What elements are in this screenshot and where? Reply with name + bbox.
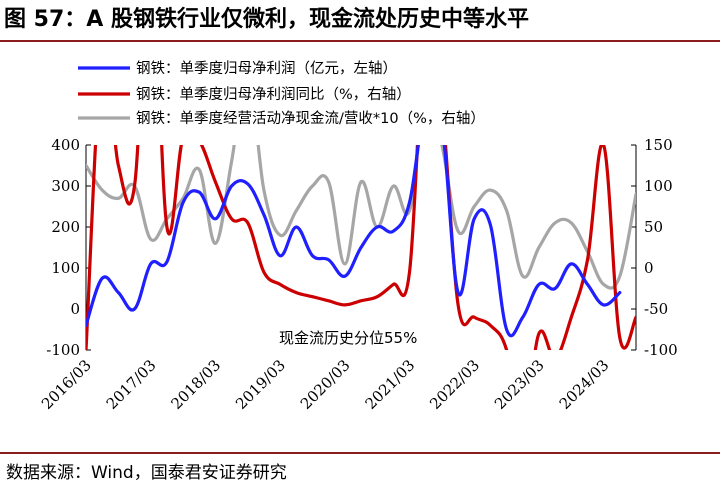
x-tick-label: 2022/03 <box>426 356 483 413</box>
right-tick-label: 0 <box>644 259 654 277</box>
left-tick-label: 0 <box>70 300 80 318</box>
line-chart: 4003002001000-100150100500-50-1002016/03… <box>38 60 678 413</box>
x-tick-label: 2019/03 <box>232 356 289 413</box>
chart-legend: 钢铁：单季度归母净利润（亿元，左轴） 钢铁：单季度归母净利润同比（%，右轴） 钢铁：… <box>78 60 485 127</box>
left-tick-label: -100 <box>46 341 80 359</box>
right-tick-label: 50 <box>644 218 663 236</box>
series-line-profit <box>86 145 622 338</box>
right-tick-label: -50 <box>644 300 668 318</box>
right-tick-label: 150 <box>644 136 673 154</box>
x-tick-label: 2016/03 <box>38 356 95 413</box>
left-tick-label: 400 <box>51 136 80 154</box>
source-note: 数据来源：Wind，国泰君安证券研究 <box>6 463 287 483</box>
series-layer <box>86 145 636 350</box>
x-tick-label: 2024/03 <box>556 356 613 413</box>
legend-item-profit-label: 钢铁：单季度归母净利润（亿元，左轴） <box>136 60 397 77</box>
title-rule <box>0 40 720 42</box>
left-tick-label: 100 <box>51 259 80 277</box>
x-tick-label: 2017/03 <box>103 356 160 413</box>
x-tick-label: 2021/03 <box>362 356 419 413</box>
left-tick-label: 300 <box>51 177 80 195</box>
right-tick-label: 100 <box>644 177 673 195</box>
series-line-profit-yoy <box>86 145 636 350</box>
right-tick-label: -100 <box>644 341 678 359</box>
chart-annotation: 现金流历史分位55% <box>279 329 417 347</box>
source-rule <box>0 452 720 454</box>
figure-title: 图 57：A 股钢铁行业仅微利，现金流处历史中等水平 <box>4 7 529 32</box>
legend-item-cashflow-label: 钢铁：单季度经营活动净现金流/营收*10（%，右轴） <box>136 110 485 127</box>
x-tick-label: 2018/03 <box>167 356 224 413</box>
x-tick-label: 2023/03 <box>491 356 548 413</box>
series-line-cashflow <box>86 145 636 290</box>
left-tick-label: 200 <box>51 218 80 236</box>
legend-item-profit-yoy-label: 钢铁：单季度归母净利润同比（%，右轴） <box>136 86 411 103</box>
x-tick-label: 2020/03 <box>297 356 354 413</box>
